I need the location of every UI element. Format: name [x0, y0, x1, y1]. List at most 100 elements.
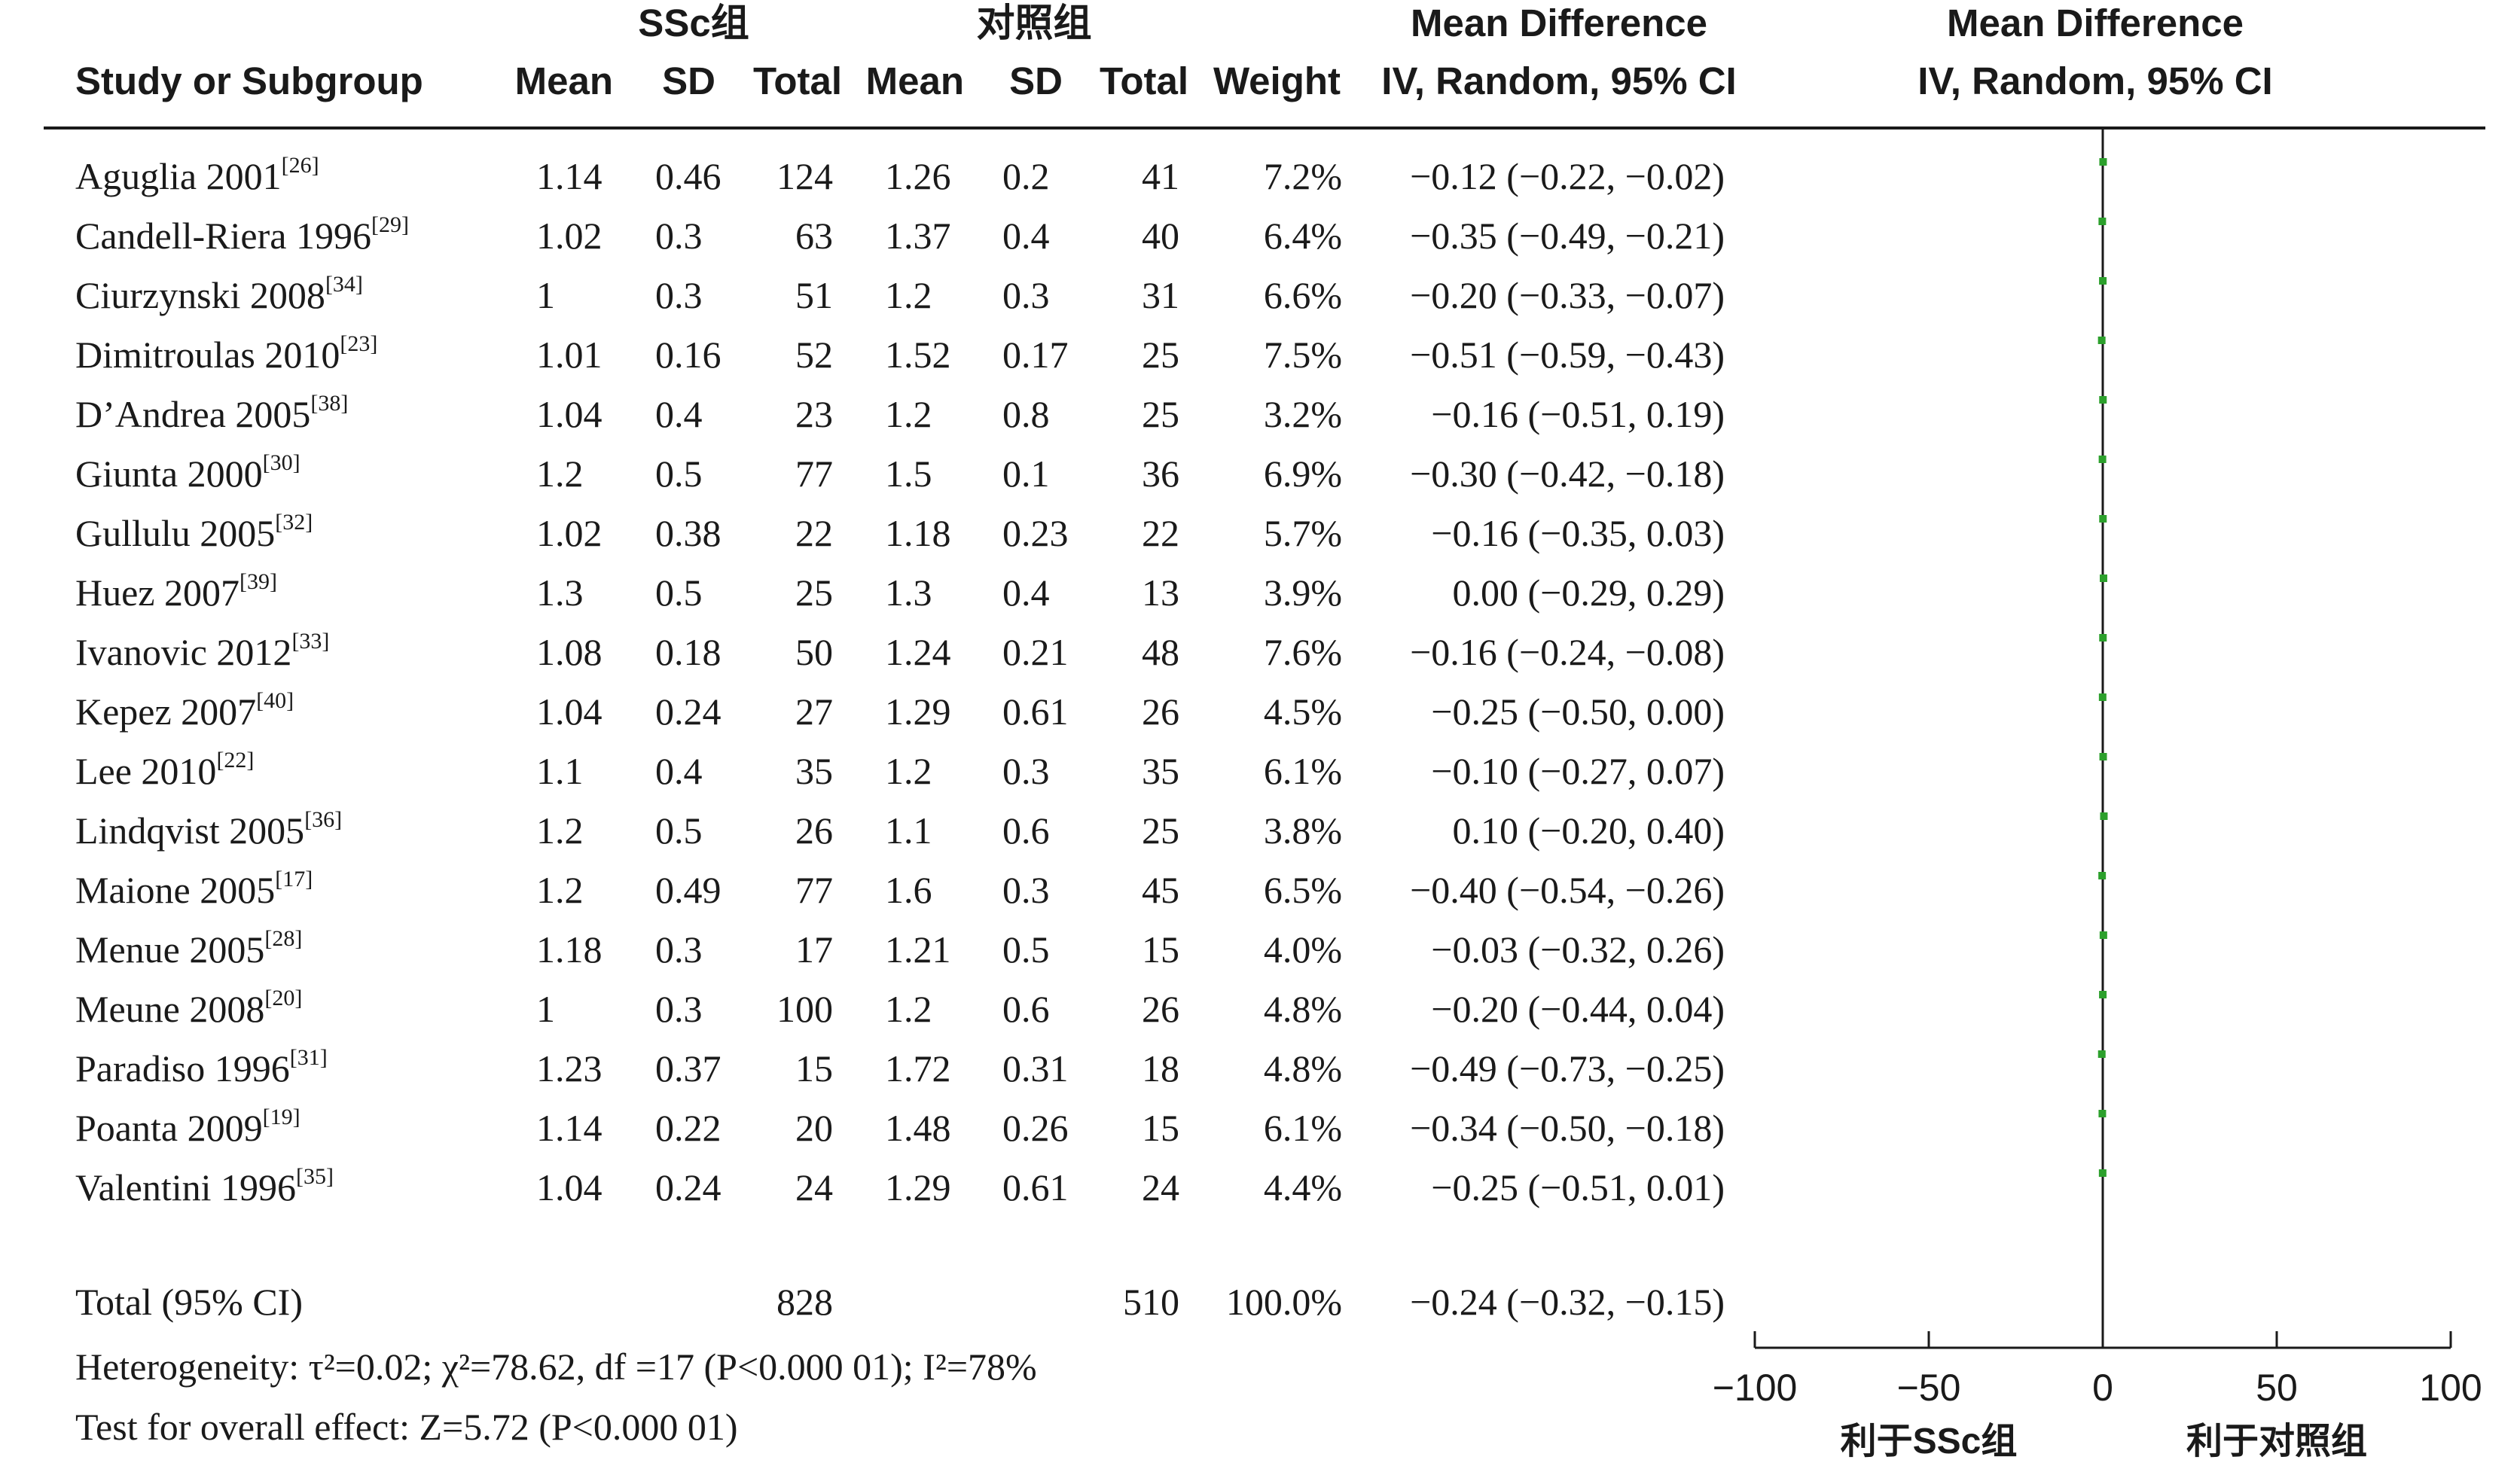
control-total-cell: 41	[1142, 155, 1179, 197]
ci-cell: −0.34 (−0.50, −0.18)	[1410, 1107, 1725, 1149]
control-mean-cell: 1.26	[885, 155, 951, 197]
study-reference: [36]	[304, 807, 343, 832]
study-name: D’Andrea 2005	[75, 393, 311, 435]
control-mean-cell: 1.24	[885, 631, 951, 673]
ssc-sd-cell: 0.5	[655, 809, 703, 852]
study-marker	[2099, 515, 2107, 523]
study-name-cell: Lindqvist 2005[36]	[75, 801, 342, 861]
control-total-cell: 40	[1142, 215, 1179, 257]
weight-cell: 4.0%	[1263, 928, 1342, 971]
control-mean-cell: 1.48	[885, 1107, 951, 1149]
control-total-cell: 15	[1142, 1107, 1179, 1149]
study-reference: [17]	[275, 867, 313, 891]
x-tick-label: 100	[2419, 1367, 2482, 1409]
x-tick-label: −100	[1713, 1367, 1798, 1409]
control-sd-cell: 0.3	[1002, 750, 1050, 792]
control-sd-cell: 0.4	[1002, 571, 1050, 614]
study-reference: [19]	[262, 1105, 301, 1129]
study-marker	[2097, 337, 2106, 344]
pooled-diamond	[2101, 1295, 2103, 1309]
study-reference: [33]	[291, 629, 330, 654]
study-name-cell: Ivanovic 2012[33]	[75, 623, 329, 682]
total-ssc-total: 828	[776, 1281, 833, 1323]
control-total-cell: 13	[1142, 571, 1179, 614]
control-mean-cell: 1.21	[885, 928, 951, 971]
study-name-cell: D’Andrea 2005[38]	[75, 385, 348, 444]
ci-cell: −0.51 (−0.59, −0.43)	[1410, 334, 1725, 376]
ci-cell: −0.03 (−0.32, 0.26)	[1431, 928, 1725, 971]
control-sd-cell: 0.31	[1002, 1047, 1069, 1090]
table-row: Menue 2005[28] 1.18 0.3 17 1.21 0.5 15 4.0% −0.0…	[0, 920, 2520, 980]
ssc-mean-cell: 1.14	[536, 1107, 603, 1149]
weight-cell: 6.9%	[1263, 453, 1342, 495]
table-row: Candell-Riera 1996[29] 1.02 0.3 63 1.37 0.4 40…	[0, 206, 2520, 266]
table-row: Giunta 2000[30] 1.2 0.5 77 1.5 0.1 36 6.9% −0.30…	[0, 444, 2520, 504]
study-reference: [28]	[264, 926, 303, 951]
control-mean-cell: 1.18	[885, 512, 951, 554]
study-marker	[2098, 1110, 2107, 1117]
control-total-cell: 24	[1142, 1166, 1179, 1208]
study-name-cell: Aguglia 2001[26]	[75, 147, 319, 206]
study-marker	[2097, 1050, 2106, 1058]
control-total-cell: 25	[1142, 334, 1179, 376]
control-total-cell: 31	[1142, 274, 1179, 316]
study-marker	[2099, 753, 2107, 760]
study-name: Gullulu 2005	[75, 512, 276, 554]
weight-cell: 6.1%	[1263, 1107, 1342, 1149]
ssc-mean-cell: 1	[536, 274, 555, 316]
control-mean-header: Mean	[865, 59, 964, 102]
study-marker	[2100, 812, 2108, 820]
x-tick-label: 0	[2092, 1367, 2113, 1409]
weight-cell: 7.2%	[1263, 155, 1342, 197]
ssc-total-cell: 77	[795, 453, 833, 495]
ci-cell: −0.40 (−0.54, −0.26)	[1410, 869, 1725, 911]
ssc-sd-cell: 0.16	[655, 334, 722, 376]
control-sd-cell: 0.6	[1002, 988, 1050, 1030]
ci-cell: −0.16 (−0.24, −0.08)	[1410, 631, 1725, 673]
study-reference: [20]	[264, 986, 303, 1010]
study-reference: [38]	[310, 391, 349, 416]
study-reference: [34]	[325, 272, 363, 297]
control-total-cell: 48	[1142, 631, 1179, 673]
study-reference: [31]	[289, 1045, 328, 1070]
ssc-mean-cell: 1.04	[536, 690, 603, 733]
study-marker	[2098, 218, 2107, 225]
table-row: Valentini 1996[35] 1.04 0.24 24 1.29 0.61 24 4.…	[0, 1158, 2520, 1218]
study-marker	[2099, 396, 2107, 404]
ssc-total-header: Total	[752, 59, 842, 102]
md-method-header: IV, Random, 95% CI	[1381, 59, 1737, 102]
ci-cell: 0.00 (−0.29, 0.29)	[1452, 571, 1725, 614]
table-row: Kepez 2007[40] 1.04 0.24 27 1.29 0.61 26 4.5% −0…	[0, 682, 2520, 742]
ssc-sd-cell: 0.3	[655, 274, 703, 316]
total-row: Total (95% CI) 828 510 100.0% −0.24 (−0.…	[0, 1272, 2520, 1332]
ssc-total-cell: 22	[795, 512, 833, 554]
control-sd-cell: 0.5	[1002, 928, 1050, 971]
ssc-total-cell: 26	[795, 809, 833, 852]
table-row: Maione 2005[17] 1.2 0.49 77 1.6 0.3 45 6.5% −0.4…	[0, 861, 2520, 920]
study-name-cell: Paradiso 1996[31]	[75, 1039, 328, 1099]
heterogeneity-text: Heterogeneity: τ²=0.02; χ²=78.62, df =17…	[75, 1346, 1037, 1388]
ssc-sd-cell: 0.37	[655, 1047, 722, 1090]
ssc-sd-cell: 0.3	[655, 215, 703, 257]
ssc-total-cell: 35	[795, 750, 833, 792]
ssc-mean-cell: 1.08	[536, 631, 603, 673]
study-reference: [23]	[340, 331, 378, 356]
ssc-total-cell: 24	[795, 1166, 833, 1208]
control-mean-cell: 1.52	[885, 334, 951, 376]
table-row: Paradiso 1996[31] 1.23 0.37 15 1.72 0.31 18 4.8…	[0, 1039, 2520, 1099]
ssc-total-cell: 20	[795, 1107, 833, 1149]
control-mean-cell: 1.2	[885, 274, 932, 316]
ci-cell: −0.20 (−0.44, 0.04)	[1431, 988, 1725, 1030]
study-name-cell: Maione 2005[17]	[75, 861, 313, 920]
ci-cell: −0.10 (−0.27, 0.07)	[1431, 750, 1725, 792]
control-mean-cell: 1.29	[885, 690, 951, 733]
ssc-sd-cell: 0.24	[655, 690, 722, 733]
control-sd-cell: 0.26	[1002, 1107, 1069, 1149]
ssc-total-cell: 51	[795, 274, 833, 316]
study-name-cell: Giunta 2000[30]	[75, 444, 301, 504]
table-row: Gullulu 2005[32] 1.02 0.38 22 1.18 0.23 22 5.7%…	[0, 504, 2520, 563]
ssc-mean-cell: 1	[536, 988, 555, 1030]
control-mean-cell: 1.2	[885, 750, 932, 792]
